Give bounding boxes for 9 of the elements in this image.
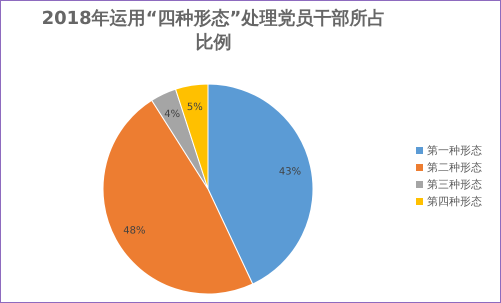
legend-label: 第三种形态	[427, 178, 482, 191]
chart-title: 2018年运用“四种形态”处理党员干部所占比例	[41, 7, 386, 55]
legend-label: 第二种形态	[427, 161, 482, 174]
legend-label: 第一种形态	[427, 144, 482, 157]
data-label: 4%	[164, 108, 180, 120]
data-label: 5%	[186, 102, 203, 114]
legend-label: 第四种形态	[427, 195, 482, 208]
data-label: 48%	[123, 225, 146, 236]
data-label: 43%	[278, 166, 302, 178]
